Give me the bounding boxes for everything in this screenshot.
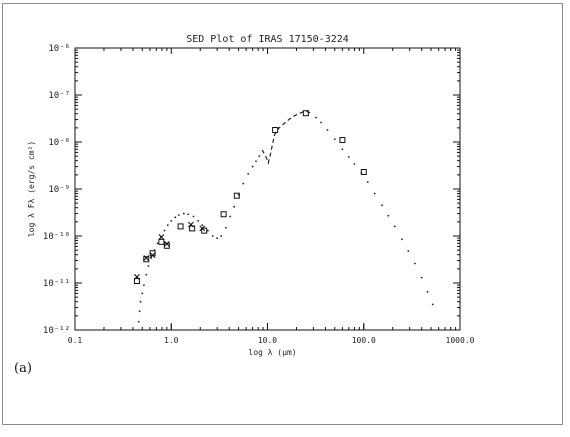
model-dot: [381, 204, 383, 207]
model-dot: [170, 219, 173, 222]
data-point-square: [158, 238, 165, 245]
model-dot: [138, 310, 141, 313]
model-dot: [141, 292, 144, 295]
model-dot: [143, 284, 145, 287]
model-dot: [353, 163, 356, 165]
model-dot: [320, 121, 322, 124]
y-tick-label: 10⁻⁶: [48, 44, 70, 54]
model-dot: [401, 238, 403, 241]
model-dot: [177, 214, 180, 216]
y-axis-label: log λ Fλ (erg/s cm²): [27, 141, 36, 237]
data-point-cross: [134, 273, 140, 280]
model-dot: [137, 320, 140, 323]
model-dot: [211, 235, 214, 237]
model-dot: [201, 224, 204, 227]
y-tick-label: 10⁻⁷: [48, 91, 70, 101]
model-dot: [159, 236, 162, 238]
model-dot: [373, 192, 376, 195]
model-dot: [156, 242, 159, 245]
model-dot: [147, 265, 150, 267]
model-dot: [315, 116, 318, 119]
model-dot: [192, 215, 195, 218]
model-dot: [182, 212, 185, 215]
panel-label: (a): [14, 361, 32, 376]
data-point-cross: [143, 255, 150, 261]
data-point-square: [233, 192, 240, 199]
data-point-square: [302, 110, 309, 117]
model-dot: [163, 229, 166, 232]
model-dot: [216, 237, 219, 240]
model-dot: [341, 148, 344, 151]
x-tick-label: 10.0: [258, 336, 277, 345]
model-dot: [153, 249, 156, 252]
model-dot: [220, 235, 223, 237]
model-dot: [366, 181, 369, 184]
x-tick-label: 1.0: [164, 336, 179, 345]
y-tick-label: 10⁻¹²: [43, 326, 70, 336]
dust-model-line: [261, 110, 313, 165]
y-tick-label: 10⁻⁹: [48, 185, 70, 195]
model-dot: [393, 225, 396, 228]
model-dot: [255, 160, 257, 163]
x-tick-label: 100.0: [352, 336, 376, 345]
data-point-square: [220, 211, 227, 218]
model-dot: [420, 276, 423, 279]
model-dot: [347, 156, 350, 158]
x-tick-label: 1000.0: [446, 336, 475, 345]
model-dot: [237, 193, 240, 196]
model-dot: [166, 224, 169, 227]
model-dot: [407, 250, 410, 252]
model-dot: [414, 262, 416, 265]
chart-title: SED Plot of IRAS 17150-3224: [186, 34, 349, 45]
model-dot: [187, 213, 190, 216]
model-dot: [333, 138, 336, 141]
model-dot: [139, 300, 142, 303]
y-tick-label: 10⁻¹⁰: [43, 232, 70, 242]
model-dot: [206, 229, 209, 232]
data-point-square: [360, 168, 367, 175]
model-dot: [258, 155, 261, 158]
data-point-square: [143, 256, 150, 263]
model-dot: [387, 214, 390, 217]
model-dot: [225, 226, 227, 229]
data-point-square: [339, 137, 346, 144]
data-point-square: [177, 223, 184, 230]
x-axis-label: log λ (μm): [248, 348, 296, 357]
x-tick-label: 0.1: [68, 336, 83, 345]
data-point-square: [201, 227, 208, 234]
model-dot: [233, 205, 236, 208]
y-tick-label: 10⁻⁸: [48, 138, 70, 148]
model-dot: [431, 303, 434, 306]
model-dot: [145, 273, 148, 276]
model-dot: [247, 172, 250, 175]
data-point-cross: [163, 240, 170, 247]
model-dot: [251, 165, 254, 168]
data-point-cross: [149, 252, 156, 259]
model-dot: [426, 290, 429, 293]
model-dot: [360, 172, 363, 174]
data-point-cross: [188, 221, 194, 228]
model-dot: [326, 129, 329, 131]
data-point-square: [189, 225, 196, 232]
data-point-square: [272, 127, 279, 134]
model-dot: [174, 216, 177, 219]
data-point-square: [133, 278, 140, 285]
model-dot: [242, 182, 245, 185]
y-tick-label: 10⁻¹¹: [43, 279, 70, 289]
model-dot: [229, 215, 232, 218]
model-dot: [197, 219, 199, 222]
data-point-cross: [199, 225, 206, 232]
figure-frame: [2, 3, 563, 425]
plot-area: [74, 47, 461, 331]
model-dot: [150, 257, 153, 259]
